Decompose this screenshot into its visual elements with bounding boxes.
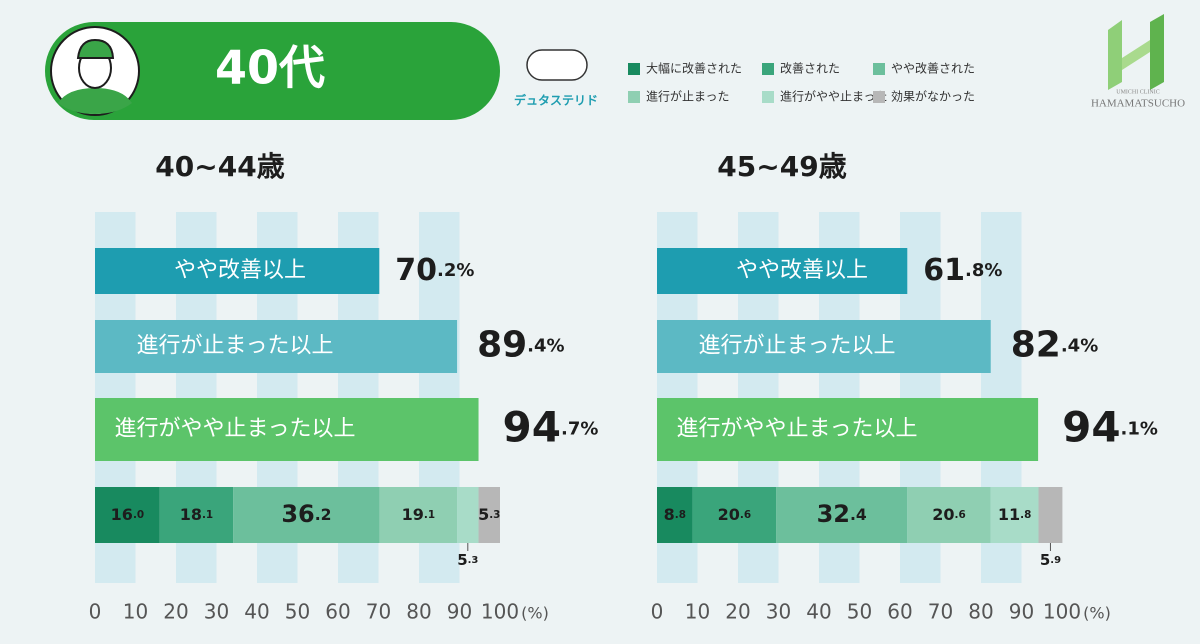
x-tick-label: 90 (1009, 600, 1034, 624)
x-tick-label: 100 (1043, 600, 1081, 624)
legend-swatch (873, 91, 885, 103)
legend-label: やや改善された (891, 61, 975, 76)
stacked-segment (692, 487, 777, 543)
bar (95, 248, 380, 294)
legend-label: 進行が止まった (646, 89, 730, 104)
value-label: 89.4% (477, 325, 565, 366)
segment-label: 20.6 (932, 505, 965, 524)
segment-label: 16.0 (111, 505, 144, 524)
x-tick-label: 0 (651, 600, 664, 624)
bar-category-label: 進行がやや止まった以上 (676, 417, 917, 442)
stacked-segment (990, 487, 1039, 543)
x-tick-label: 70 (366, 600, 391, 624)
x-tick-label: 10 (685, 600, 710, 624)
segment-label: 5.3 (478, 505, 500, 524)
x-tick-label: 30 (766, 600, 791, 624)
bar-category-label: 進行が止まった以上 (136, 334, 333, 359)
x-tick-label: 60 (887, 600, 912, 624)
bar (657, 248, 908, 294)
logo-text: HAMAMATSUCHO (1091, 98, 1185, 110)
legend-swatch (628, 91, 640, 103)
segment-label: 5.9 (1040, 551, 1061, 569)
legend-swatch (873, 63, 885, 75)
x-tick-label: 30 (204, 600, 229, 624)
legend-swatch (762, 91, 774, 103)
chart-title: 45~49歳 (717, 150, 846, 183)
header-title: 40代 (215, 41, 325, 95)
value-label: 94.1% (1062, 402, 1158, 451)
legend-label: 改善された (780, 61, 840, 76)
value-label: 82.4% (1011, 325, 1099, 366)
bar-category-label: 進行が止まった以上 (698, 334, 895, 359)
segment-label: 20.6 (718, 505, 751, 524)
x-tick-label: 40 (244, 600, 269, 624)
x-tick-label: 0 (89, 600, 102, 624)
drug-name: デュタステリド (514, 93, 598, 108)
bar-category-label: 進行がやや止まった以上 (114, 417, 355, 442)
x-tick-label: 50 (847, 600, 872, 624)
legend-swatch (628, 63, 640, 75)
stacked-segment (657, 487, 693, 543)
segment-label: 19.1 (402, 505, 435, 524)
segment-label: 11.8 (998, 505, 1031, 524)
stacked-segment (233, 487, 380, 543)
x-axis-label: (%) (521, 604, 549, 623)
stacked-segment (95, 487, 160, 543)
stacked-segment (379, 487, 458, 543)
segment-label: 36.2 (281, 500, 331, 528)
logo-text: UMICHI CLINIC (1116, 89, 1160, 95)
bar-category-label: やや改善以上 (174, 258, 306, 283)
bar-category-label: やや改善以上 (736, 258, 868, 283)
x-tick-label: 90 (447, 600, 472, 624)
segment-label: 32.4 (817, 500, 867, 528)
x-tick-label: 50 (285, 600, 310, 624)
stacked-segment (159, 487, 234, 543)
x-tick-label: 100 (481, 600, 519, 624)
header-pill (45, 22, 500, 120)
logo-shape (1150, 14, 1164, 90)
bar (657, 320, 991, 373)
x-tick-label: 80 (968, 600, 993, 624)
x-tick-label: 60 (325, 600, 350, 624)
x-tick-label: 20 (163, 600, 188, 624)
x-tick-label: 70 (928, 600, 953, 624)
stacked-segment (907, 487, 991, 543)
x-tick-label: 80 (406, 600, 431, 624)
legend-label: 効果がなかった (891, 89, 975, 104)
segment-label: 8.8 (664, 505, 686, 524)
stacked-segment (1038, 487, 1063, 543)
x-tick-label: 20 (725, 600, 750, 624)
bar (95, 398, 479, 461)
logo-shape (1108, 20, 1122, 90)
x-tick-label: 40 (806, 600, 831, 624)
segment-label: 5.3 (457, 551, 478, 569)
avatar-body (58, 88, 132, 114)
stacked-segment (478, 487, 500, 543)
bar (95, 320, 458, 373)
stacked-segment (457, 487, 479, 543)
avatar-cap (76, 38, 115, 59)
chart-title: 40~44歳 (155, 150, 284, 183)
logo: UMICHI CLINIC HAMAMATSUCHO (1091, 14, 1185, 110)
segment-label: 18.1 (180, 505, 213, 524)
value-label: 70.2% (395, 253, 474, 288)
x-axis-label: (%) (1083, 604, 1111, 623)
value-label: 61.8% (923, 253, 1002, 288)
legend-swatch (762, 63, 774, 75)
stacked-segment (776, 487, 908, 543)
pill-icon (526, 49, 588, 81)
value-label: 94.7% (503, 402, 599, 451)
logo-shape (1122, 40, 1150, 70)
legend-label: 大幅に改善された (646, 61, 742, 76)
x-tick-label: 10 (123, 600, 148, 624)
bar (657, 398, 1039, 461)
legend-label: 進行がやや止まった (780, 89, 888, 104)
